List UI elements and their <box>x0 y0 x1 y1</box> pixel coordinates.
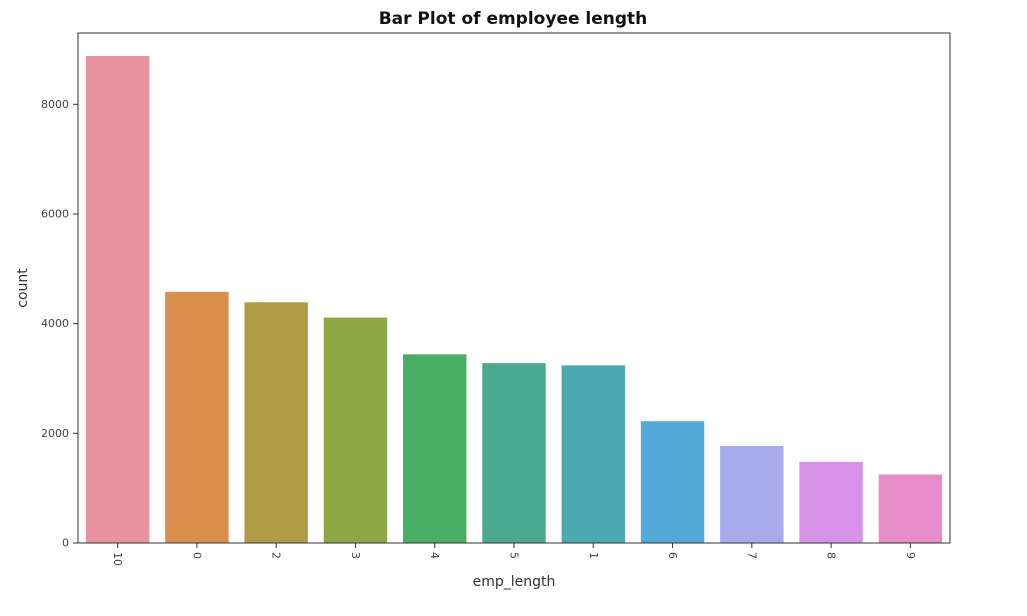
bar-4 <box>403 354 467 543</box>
bars-group <box>85 56 943 543</box>
bar-1 <box>561 365 625 543</box>
x-tick-label: 0 <box>190 552 203 559</box>
x-tick-label: 5 <box>508 552 521 559</box>
bar-2 <box>244 302 308 543</box>
x-tick-label: 9 <box>904 552 917 559</box>
y-axis: 0 2000 4000 6000 8000 <box>41 98 78 550</box>
x-tick-label: 3 <box>349 552 362 559</box>
y-axis-label: count <box>15 268 31 308</box>
plot-frame <box>77 32 951 544</box>
x-axis-label: emp_length <box>473 574 556 590</box>
bar-9 <box>878 474 943 543</box>
x-tick-label: 1 <box>587 552 600 559</box>
bar-7 <box>720 445 784 543</box>
bar-8 <box>799 461 863 543</box>
y-tick-label: 6000 <box>41 207 69 220</box>
bar-6 <box>640 421 705 543</box>
bar-10 <box>85 56 150 543</box>
x-tick-label: 8 <box>825 552 838 559</box>
x-axis: 10 0 2 3 4 5 1 6 7 8 9 <box>111 543 917 566</box>
y-tick-label: 2000 <box>41 427 69 440</box>
bar-0 <box>165 291 229 543</box>
bar-3 <box>323 317 388 543</box>
y-tick-label: 8000 <box>41 98 69 111</box>
x-tick-label: 10 <box>111 552 124 566</box>
x-tick-label: 4 <box>428 552 441 559</box>
bar-5 <box>482 363 546 543</box>
x-tick-label: 7 <box>745 552 758 559</box>
y-tick-label: 4000 <box>41 317 69 330</box>
x-tick-label: 2 <box>270 552 283 559</box>
x-tick-label: 6 <box>666 552 679 559</box>
y-tick-label: 0 <box>62 537 69 550</box>
chart-title: Bar Plot of employee length <box>379 9 648 29</box>
